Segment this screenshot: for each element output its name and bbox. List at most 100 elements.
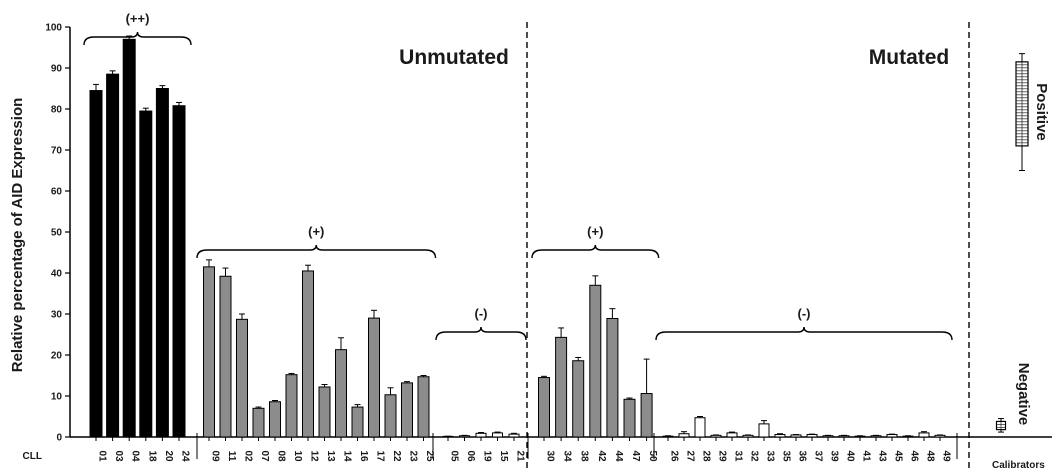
y-tick-label: 40 (51, 269, 63, 280)
bar (285, 374, 298, 438)
bar (589, 284, 602, 438)
y-axis-label: Relative percentage of AID Expression (9, 98, 26, 373)
x-tick-label: 17 (375, 450, 386, 462)
bar (459, 435, 470, 438)
y-tick-label: 80 (51, 105, 63, 116)
y-tick-label: 20 (51, 351, 63, 362)
x-tick-label: 23 (408, 450, 419, 462)
x-tick-label: 37 (813, 450, 824, 462)
x-tick-label: 40 (845, 450, 856, 462)
unmutated-title: Unmutated (399, 46, 509, 69)
group-bracket (435, 326, 527, 341)
bar (252, 407, 265, 438)
x-tick-label: 20 (163, 450, 174, 462)
x-tick-label: 41 (861, 450, 872, 462)
bar (122, 38, 136, 438)
y-tick-label: 100 (45, 23, 62, 34)
x-tick-label: 46 (909, 450, 920, 462)
bar (203, 266, 215, 438)
group-bracket (531, 244, 660, 259)
y-tick-label: 60 (51, 187, 63, 198)
x-tick-label: 18 (146, 450, 157, 462)
bar (854, 435, 866, 438)
x-tick-label: 07 (259, 450, 270, 462)
bar (508, 433, 520, 438)
x-tick-label: 09 (210, 450, 221, 462)
group-bracket-label: (-) (475, 306, 488, 321)
x-tick-label: 15 (498, 450, 509, 462)
x-tick-label: 27 (685, 450, 696, 462)
bar (89, 90, 103, 438)
bar (918, 432, 930, 438)
x-tick-label: 33 (765, 450, 776, 462)
mutated-title: Mutated (869, 46, 950, 69)
bar (492, 432, 503, 438)
x-tick-label: 42 (596, 450, 607, 462)
bar (318, 386, 331, 438)
bar (934, 434, 946, 438)
bar (538, 377, 550, 438)
bar (219, 275, 232, 438)
x-tick-label: 19 (482, 450, 493, 462)
bar (774, 434, 786, 438)
y-tick-label: 10 (51, 392, 63, 403)
x-tick-label: 24 (180, 450, 191, 462)
bar (662, 435, 674, 438)
x-tick-label: 39 (829, 450, 840, 462)
x-tick-label: 32 (749, 450, 760, 462)
bar (870, 435, 882, 438)
bar (572, 360, 585, 438)
x-tick-label: 12 (309, 450, 320, 462)
bar (806, 434, 818, 438)
bar (623, 398, 636, 438)
bar (555, 336, 568, 438)
group-bracket (655, 326, 953, 341)
x-tick-label: 26 (669, 450, 680, 462)
bar (694, 417, 706, 438)
x-tick-label: 43 (877, 450, 888, 462)
x-tick-label: 04 (130, 450, 141, 462)
y-tick-label: 50 (51, 228, 63, 239)
bar (384, 394, 397, 438)
x-tick-label: 30 (545, 450, 556, 462)
x-tick-label: 21 (515, 450, 526, 462)
x-tick-label: 47 (630, 450, 641, 462)
x-tick-label: 48 (925, 450, 936, 462)
x-tick-label: 44 (613, 450, 624, 462)
bar (106, 73, 120, 438)
x-tick-label: 06 (465, 450, 476, 462)
bar (606, 318, 619, 438)
bar (640, 393, 653, 438)
bar (368, 317, 380, 438)
x-tick-label: 02 (243, 450, 254, 462)
bar (269, 401, 281, 438)
bar (838, 435, 850, 438)
bar (335, 349, 347, 438)
bar (742, 434, 754, 438)
group-bracket-label: (++) (126, 11, 150, 26)
group-bracket-label: (+) (308, 224, 324, 239)
positive-calibrator-label: Positive (1033, 83, 1050, 141)
bar (902, 435, 914, 438)
x-tick-label: 50 (647, 450, 658, 462)
bar (155, 88, 169, 438)
bar (790, 434, 802, 438)
group-bracket (83, 31, 192, 46)
y-tick-label: 90 (51, 64, 63, 75)
y-tick-label: 0 (56, 433, 62, 444)
group-bracket (196, 244, 437, 259)
bar (417, 376, 430, 438)
x-tick-label: 34 (562, 450, 573, 462)
bar (710, 434, 722, 438)
group-bracket-label: (-) (798, 306, 811, 321)
bar (726, 432, 738, 438)
x-tick-label: 14 (342, 450, 353, 462)
group-bracket-label: (+) (587, 224, 603, 239)
x-tick-label: 16 (358, 450, 369, 462)
bar (758, 423, 770, 438)
bar (302, 270, 314, 438)
x-tick-label: 29 (717, 450, 728, 462)
x-tick-label: 36 (797, 450, 808, 462)
calibrators-label: Calibrators (992, 460, 1045, 471)
